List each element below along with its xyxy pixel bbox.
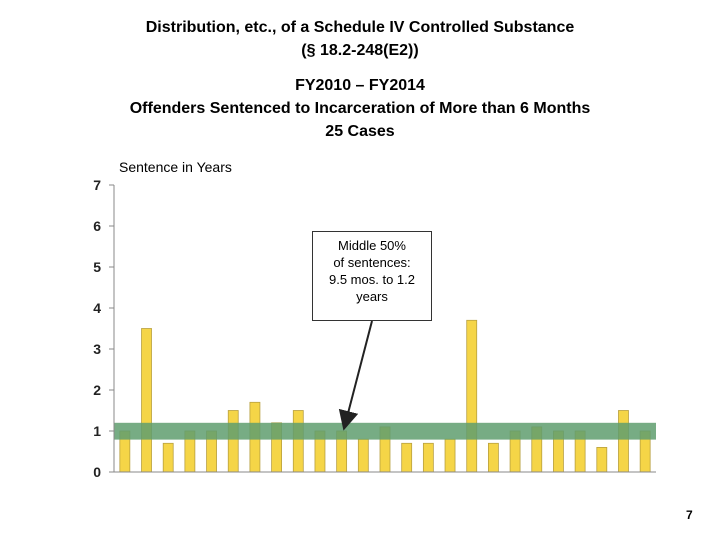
y-tick-label: 2: [93, 382, 101, 398]
title-line-4: Offenders Sentenced to Incarceration of …: [129, 100, 591, 117]
bar: [444, 438, 456, 473]
bar: [487, 442, 499, 473]
y-tick-label: 3: [93, 341, 101, 357]
y-tick-label: 6: [93, 218, 101, 234]
bar: [162, 442, 174, 473]
title-line-2: (§ 18.2-248(E2)): [301, 42, 419, 59]
y-tick-label: 4: [93, 300, 101, 316]
middle-50-percent-band: [114, 422, 656, 440]
bar: [596, 446, 608, 473]
callout-line-3: 9.5 mos. to 1.2: [329, 272, 415, 287]
callout-line-2: of sentences:: [333, 255, 411, 270]
callout-line-4: years: [356, 289, 388, 304]
y-axis-label: Sentence in Years: [119, 159, 232, 175]
y-tick-label: 0: [93, 464, 101, 480]
bar: [466, 319, 478, 473]
y-tick-label: 1: [93, 423, 101, 439]
bar: [618, 410, 629, 473]
bar: [422, 442, 434, 473]
y-tick-label: 5: [93, 259, 101, 275]
chart-subtitle: FY2010 – FY2014 Offenders Sentenced to I…: [0, 74, 720, 143]
chart-title: Distribution, etc., of a Schedule IV Con…: [0, 16, 720, 62]
page-number: 7: [686, 508, 693, 522]
callout-arrow: [338, 320, 373, 431]
callout-line-1: Middle 50%: [338, 238, 406, 253]
title-line-1: Distribution, etc., of a Schedule IV Con…: [145, 19, 575, 36]
bar: [292, 410, 304, 473]
title-line-3: FY2010 – FY2014: [295, 77, 425, 94]
bar: [141, 328, 152, 473]
bar: [227, 410, 239, 473]
y-tick-label: 7: [93, 177, 101, 193]
callout-box: Middle 50% of sentences: 9.5 mos. to 1.2…: [312, 231, 432, 321]
title-line-5: 25 Cases: [325, 123, 395, 140]
bar: [401, 442, 413, 473]
bar: [357, 438, 369, 473]
